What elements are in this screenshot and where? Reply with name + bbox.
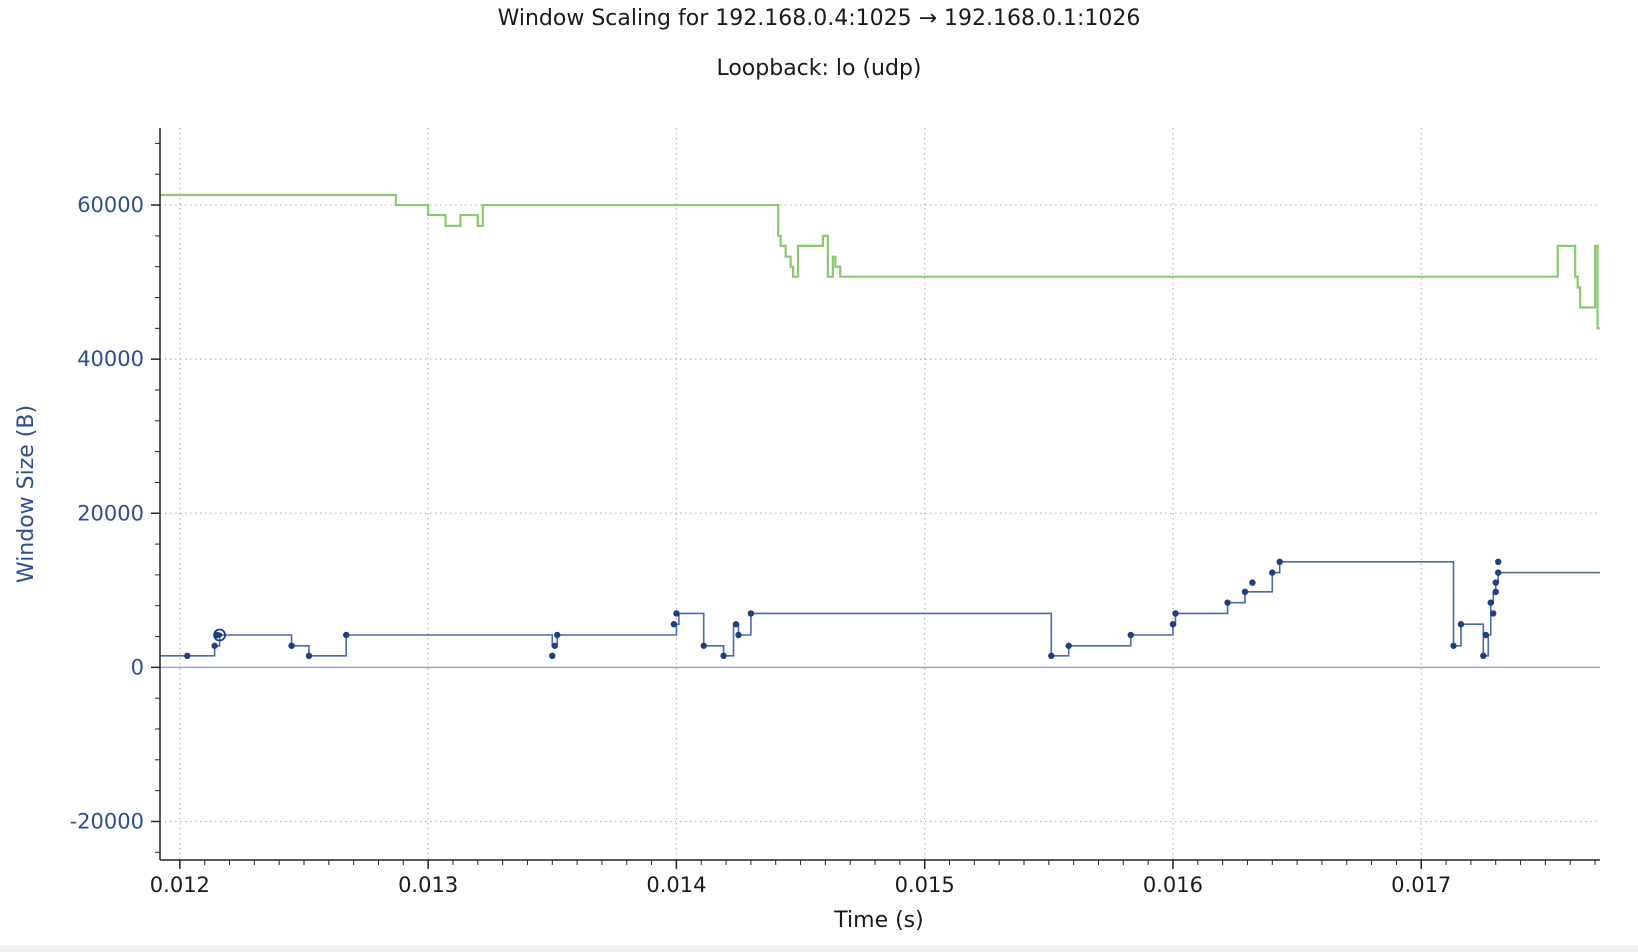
selected-point bbox=[216, 632, 223, 638]
data-point bbox=[551, 642, 558, 649]
x-tick-label: 0.012 bbox=[150, 873, 210, 897]
data-point bbox=[1276, 558, 1283, 566]
data-point bbox=[1487, 599, 1494, 606]
data-point bbox=[1495, 558, 1502, 566]
data-point bbox=[735, 631, 742, 639]
x-axis-label: Time (s) bbox=[833, 908, 923, 933]
data-point bbox=[1048, 652, 1055, 660]
data-point bbox=[1249, 579, 1256, 586]
data-point bbox=[732, 621, 740, 628]
x-tick-label: 0.016 bbox=[1143, 873, 1203, 897]
data-point bbox=[554, 631, 561, 639]
data-point bbox=[1269, 569, 1276, 576]
data-point bbox=[1495, 569, 1502, 576]
data-point bbox=[211, 642, 218, 649]
data-point bbox=[1127, 631, 1134, 639]
grid-lines bbox=[160, 128, 1600, 860]
y-tick-label: 20000 bbox=[77, 501, 144, 525]
data-point bbox=[184, 652, 191, 660]
y-tick-label: 40000 bbox=[77, 347, 144, 371]
axes bbox=[159, 128, 1600, 861]
data-point bbox=[1241, 588, 1249, 596]
x-tick-label: 0.014 bbox=[646, 873, 706, 897]
data-point bbox=[1480, 652, 1487, 660]
x-tick-label: 0.017 bbox=[1391, 873, 1451, 897]
data-point bbox=[288, 642, 295, 649]
rwin-line bbox=[160, 193, 1600, 330]
data-point bbox=[747, 610, 755, 617]
data-point bbox=[1172, 610, 1179, 617]
y-axis-label: Window Size (B) bbox=[14, 405, 39, 583]
data-point bbox=[1482, 631, 1489, 639]
bytes-out-line bbox=[160, 561, 1600, 657]
x-tick-label: 0.015 bbox=[895, 873, 955, 897]
data-point bbox=[1169, 621, 1177, 628]
data-point bbox=[720, 652, 727, 660]
data-point bbox=[549, 652, 556, 660]
data-point bbox=[1490, 610, 1497, 617]
series-layer bbox=[160, 193, 1600, 660]
data-point bbox=[1065, 642, 1072, 649]
data-point bbox=[1450, 642, 1457, 649]
data-point bbox=[670, 621, 678, 628]
x-tick-label: 0.013 bbox=[398, 873, 458, 897]
data-point bbox=[1224, 599, 1231, 606]
y-tick-label: 60000 bbox=[77, 193, 144, 217]
selected-point-ring bbox=[213, 628, 226, 642]
tick-labels: 0.012 0.013 0.014 0.015 0.016 0.017 60000 40000… bbox=[70, 142, 1596, 897]
data-point bbox=[305, 652, 313, 660]
data-point bbox=[343, 631, 350, 639]
data-point bbox=[1492, 579, 1499, 586]
data-point bbox=[700, 642, 707, 649]
data-point bbox=[1457, 621, 1465, 628]
chart-title: Window Scaling for 192.168.0.4:1025 → 19… bbox=[497, 6, 1141, 31]
y-tick-label: -20000 bbox=[70, 809, 144, 833]
data-point bbox=[1492, 588, 1499, 596]
y-tick-label: 0 bbox=[131, 655, 144, 679]
chart-subtitle: Loopback: lo (udp) bbox=[716, 56, 922, 81]
data-point bbox=[673, 610, 680, 617]
